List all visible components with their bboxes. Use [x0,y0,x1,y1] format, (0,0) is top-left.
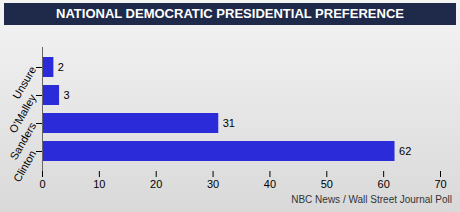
html-text:NATIONAL DEMOCRATIC PRESIDENTI: NATIONAL DEMOCRATIC PRESIDENTIAL PREFERE… [56,6,404,21]
svg-text:Clinton: Clinton [11,148,39,184]
svg-text:Unsure: Unsure [10,64,38,101]
svg-text:40: 40 [264,178,276,190]
svg-text:60: 60 [378,178,390,190]
svg-text:62: 62 [399,145,411,157]
svg-text:2: 2 [58,61,64,73]
svg-text:10: 10 [93,178,105,190]
svg-text:0: 0 [39,178,45,190]
svg-text:3: 3 [64,89,70,101]
svg-text:70: 70 [434,178,446,190]
svg-text:31: 31 [223,117,235,129]
svg-text:50: 50 [321,178,333,190]
svg-text:30: 30 [207,178,219,190]
html-text:NBC News / Wall Street Journal: NBC News / Wall Street Journal Poll [291,194,452,205]
svg-text:Sanders: Sanders [7,120,39,162]
svg-text:20: 20 [150,178,162,190]
svg-text:O'Malley: O'Malley [6,92,39,135]
